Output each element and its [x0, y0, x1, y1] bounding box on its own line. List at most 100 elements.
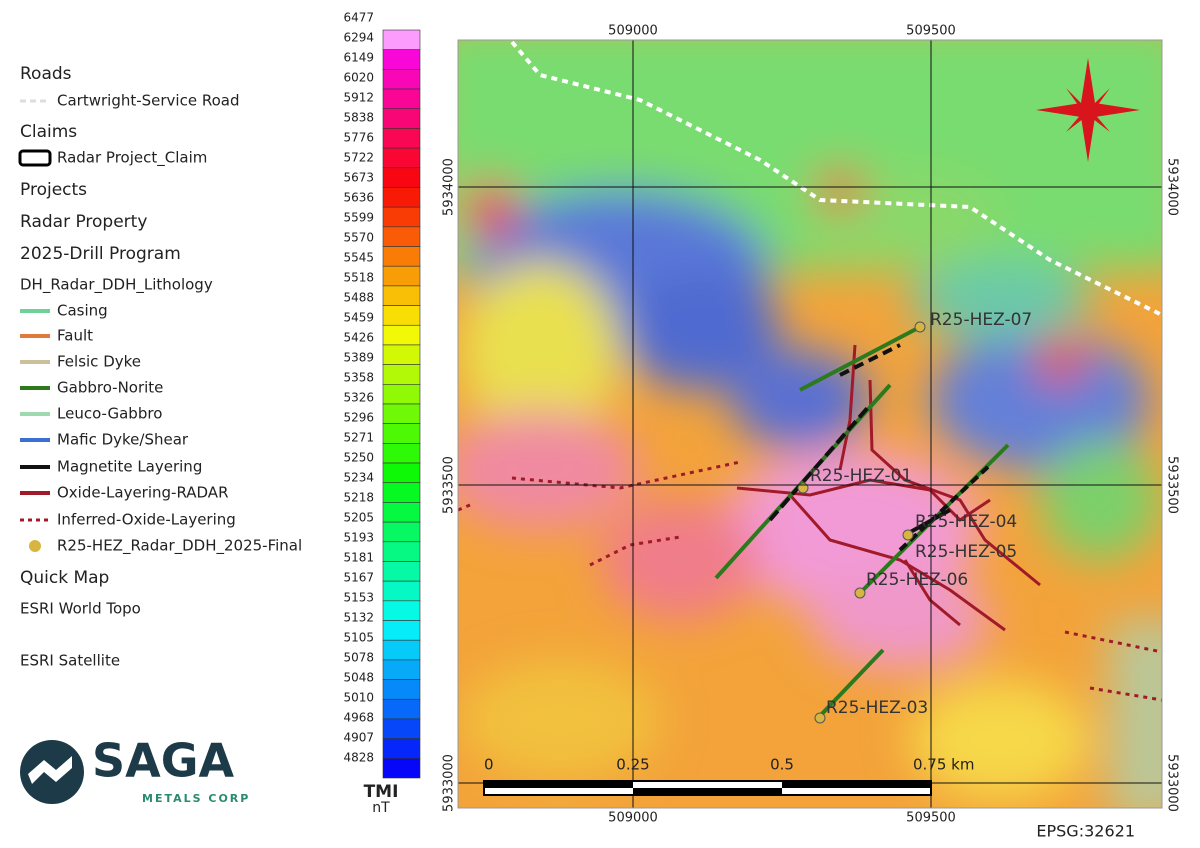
colorbar-swatch: [382, 206, 421, 228]
northing-label: 5933500: [442, 456, 457, 514]
legend-label: Inferred-Oxide-Layering: [57, 511, 236, 529]
colorbar-label: 5326: [343, 391, 374, 405]
colorbar-label: 4828: [343, 751, 374, 765]
colorbar-label: 5426: [343, 331, 374, 345]
colorbar-label: 5459: [343, 311, 374, 325]
colorbar-swatch: [382, 147, 421, 169]
colorbar-label: 5488: [343, 291, 374, 305]
colorbar-label: 5167: [343, 571, 374, 585]
scale-label: 0.75 km: [913, 756, 974, 774]
colorbar-swatch: [382, 69, 421, 90]
legend-label: Quick Map: [20, 568, 109, 588]
colorbar-label: 4907: [343, 731, 374, 745]
legend-symbol: [18, 149, 52, 167]
colorbar-swatch: [382, 167, 421, 188]
scale-label: 0.25: [616, 756, 649, 774]
colorbar-swatch: [382, 49, 421, 70]
drill-hole-label: R25-HEZ-01: [810, 466, 912, 486]
colorbar-swatch: [382, 246, 421, 267]
legend-label: ESRI World Topo: [20, 600, 141, 618]
colorbar-swatch: [382, 128, 421, 149]
colorbar-label: 5358: [343, 371, 374, 385]
northing-label: 5933000: [1165, 754, 1180, 812]
scale-label: 0.5: [770, 756, 794, 774]
logo-subtitle: METALS CORP: [142, 792, 250, 805]
drill-hole-label: R25-HEZ-03: [826, 698, 928, 718]
drill-hole-label: R25-HEZ-07: [930, 310, 1032, 330]
colorbar-swatch: [382, 265, 421, 287]
legend-label: R25-HEZ_Radar_DDH_2025-Final: [57, 537, 302, 556]
colorbar-swatch: [382, 758, 421, 779]
colorbar-label: 5010: [343, 691, 374, 705]
colorbar-label: 6020: [343, 71, 374, 85]
colorbar-swatch: [382, 384, 421, 405]
colorbar-label: 6294: [343, 31, 374, 45]
colorbar-swatch: [382, 698, 421, 720]
colorbar-label: 5271: [343, 431, 374, 445]
easting-label: 509500: [906, 24, 956, 39]
colorbar-label: 5296: [343, 411, 374, 425]
colorbar-label: 5181: [343, 551, 374, 565]
colorbar-swatch: [382, 462, 421, 484]
drill-hole-label: R25-HEZ-05: [915, 542, 1017, 562]
tmi-raster: [458, 40, 1162, 808]
legend-label: Radar Property: [20, 212, 147, 232]
colorbar-label: 4968: [343, 711, 374, 725]
colorbar-label: 5776: [343, 131, 374, 145]
legend-label: Gabbro-Norite: [57, 379, 163, 397]
logo-name: SAGA: [92, 734, 234, 788]
northing-label: 5933500: [1165, 456, 1180, 514]
map-frame: [457, 39, 1163, 809]
colorbar-swatch: [382, 403, 421, 424]
colorbar-label: 5545: [343, 251, 374, 265]
colorbar-label: 5250: [343, 451, 374, 465]
colorbar-label: 5599: [343, 211, 374, 225]
colorbar-swatch: [382, 285, 421, 306]
colorbar-swatch: [382, 344, 421, 365]
colorbar-swatch: [382, 600, 421, 621]
colorbar-swatch: [382, 718, 421, 739]
legend-label: Claims: [20, 122, 77, 142]
colorbar-label: 5205: [343, 511, 374, 525]
colorbar-label: 5105: [343, 631, 374, 645]
colorbar-label: 5048: [343, 671, 374, 685]
legend-label: Fault: [57, 327, 93, 345]
colorbar-label: 5838: [343, 111, 374, 125]
legend-label: DH_Radar_DDH_Lithology: [20, 276, 213, 295]
legend-label: Mafic Dyke/Shear: [57, 431, 189, 449]
colorbar-label: 5234: [343, 471, 374, 485]
colorbar-swatch: [382, 521, 421, 543]
colorbar-swatch: [382, 88, 421, 110]
colorbar-swatch: [382, 541, 421, 562]
colorbar-swatch: [382, 639, 421, 661]
legend-label: Roads: [20, 64, 72, 84]
colorbar-swatch: [382, 423, 421, 444]
legend-label: Radar Project_Claim: [57, 149, 207, 168]
colorbar-label: 5218: [343, 491, 374, 505]
northing-label: 5934000: [442, 158, 457, 216]
colorbar-swatch: [382, 482, 421, 503]
colorbar-label: 5078: [343, 651, 374, 665]
colorbar-label: 6477: [343, 11, 374, 25]
colorbar-label: 5636: [343, 191, 374, 205]
easting-label: 509000: [608, 24, 658, 39]
drill-hole-label: R25-HEZ-06: [866, 570, 968, 590]
colorbar-label: 5570: [343, 231, 374, 245]
legend-label: Projects: [20, 180, 87, 200]
colorbar-swatch: [382, 738, 421, 759]
colorbar-label: 5518: [343, 271, 374, 285]
colorbar-swatch: [382, 561, 421, 582]
colorbar-label: 5912: [343, 91, 374, 105]
colorbar-swatch: [382, 659, 421, 680]
scale-label: 0: [484, 756, 494, 774]
colorbar-swatch: [382, 29, 421, 50]
legend-label: ESRI Satellite: [20, 652, 120, 670]
drill-hole-label: R25-HEZ-04: [915, 512, 1017, 532]
colorbar-swatch: [382, 679, 421, 700]
colorbar-swatch: [382, 305, 421, 326]
colorbar-swatch: [382, 443, 421, 464]
northing-label: 5933000: [442, 754, 457, 812]
crs-label: EPSG:32621: [1036, 822, 1135, 841]
legend-symbol: [29, 540, 41, 552]
